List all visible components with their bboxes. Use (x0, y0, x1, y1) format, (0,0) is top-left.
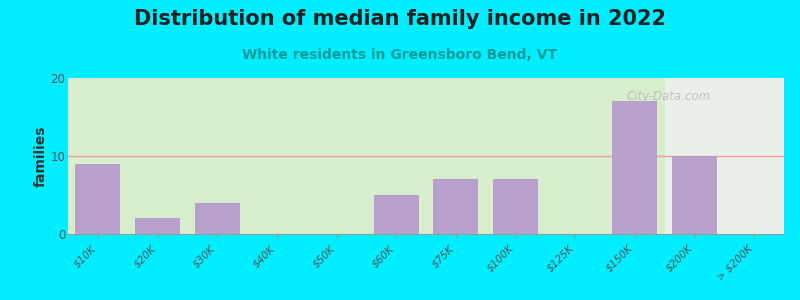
Bar (613, 101, 658, 234)
Y-axis label: families: families (34, 125, 47, 187)
Bar (68, 78, 694, 234)
Bar (665, 78, 800, 234)
Bar (374, 195, 418, 234)
Bar (75, 164, 120, 234)
Bar (135, 218, 180, 234)
Bar (493, 179, 538, 234)
Text: City-Data.com: City-Data.com (626, 90, 710, 103)
Bar (672, 156, 717, 234)
Text: Distribution of median family income in 2022: Distribution of median family income in … (134, 9, 666, 29)
Bar (194, 203, 239, 234)
Bar (434, 179, 478, 234)
Text: White residents in Greensboro Bend, VT: White residents in Greensboro Bend, VT (242, 48, 558, 62)
